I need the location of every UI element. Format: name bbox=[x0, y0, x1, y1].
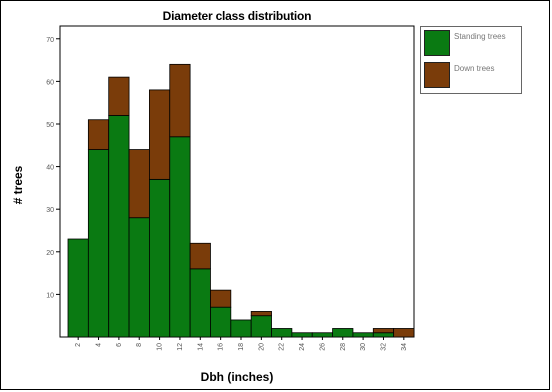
bar-standing bbox=[87, 149, 110, 338]
bar-down bbox=[108, 76, 130, 116]
y-tick-label: 60 bbox=[46, 79, 54, 86]
bar-standing bbox=[352, 332, 374, 338]
x-axis-label: Dbh (inches) bbox=[200, 370, 274, 384]
bar-standing bbox=[67, 238, 89, 338]
bar-standing bbox=[250, 315, 272, 338]
y-tick-label: 10 bbox=[46, 292, 54, 299]
legend: Standing trees Down trees bbox=[420, 26, 522, 94]
x-tick-label: 20 bbox=[258, 343, 265, 351]
chart-title: Diameter class distribution bbox=[162, 9, 312, 23]
legend-swatch-standing bbox=[424, 30, 450, 56]
bar-standing bbox=[332, 328, 354, 338]
bar-standing bbox=[372, 332, 395, 338]
x-tick-label: 22 bbox=[279, 343, 286, 351]
y-tick-label: 20 bbox=[46, 250, 54, 257]
x-tick-label: 12 bbox=[177, 343, 184, 351]
bar-down bbox=[149, 89, 171, 180]
bar-standing bbox=[230, 319, 252, 338]
bar-standing bbox=[189, 268, 211, 338]
bar-down bbox=[393, 328, 415, 338]
bar-standing bbox=[311, 332, 333, 338]
x-tick-label: 8 bbox=[136, 343, 143, 347]
bar-standing bbox=[291, 332, 313, 338]
x-tick-label: 16 bbox=[218, 343, 225, 351]
x-tick-label: 24 bbox=[299, 343, 306, 351]
bar-down bbox=[87, 119, 110, 150]
x-tick-label: 30 bbox=[360, 343, 367, 351]
legend-label-standing: Standing trees bbox=[454, 32, 506, 41]
bar-standing bbox=[271, 328, 293, 338]
x-tick-label: 10 bbox=[157, 343, 164, 351]
bar-standing bbox=[149, 178, 171, 338]
x-tick-label: 26 bbox=[319, 343, 326, 351]
bar-down bbox=[250, 311, 272, 317]
bar-down bbox=[169, 63, 191, 138]
x-tick-label: 6 bbox=[116, 343, 123, 347]
x-tick-label: 14 bbox=[197, 343, 204, 351]
bar-down bbox=[189, 242, 211, 270]
x-tick-label: 2 bbox=[75, 343, 82, 347]
y-tick-label: 30 bbox=[46, 207, 54, 214]
y-tick-label: 70 bbox=[46, 37, 54, 44]
bar-down bbox=[372, 328, 395, 334]
x-tick-label: 18 bbox=[238, 343, 245, 351]
bar-standing bbox=[210, 306, 232, 338]
legend-label-down: Down trees bbox=[454, 64, 495, 73]
x-tick-label: 4 bbox=[96, 343, 103, 347]
bar-standing bbox=[108, 115, 130, 338]
legend-swatch-down bbox=[424, 62, 450, 88]
bar-down bbox=[128, 149, 150, 219]
x-tick-label: 28 bbox=[340, 343, 347, 351]
y-tick-label: 50 bbox=[46, 122, 54, 129]
legend-item-standing: Standing trees bbox=[424, 30, 520, 56]
legend-item-down: Down trees bbox=[424, 62, 520, 88]
x-tick-label: 34 bbox=[401, 343, 408, 351]
bar-down bbox=[210, 289, 232, 308]
bar-standing bbox=[169, 136, 191, 338]
bar-standing bbox=[128, 217, 150, 338]
y-tick-label: 40 bbox=[46, 165, 54, 172]
x-tick-label: 32 bbox=[380, 343, 387, 351]
